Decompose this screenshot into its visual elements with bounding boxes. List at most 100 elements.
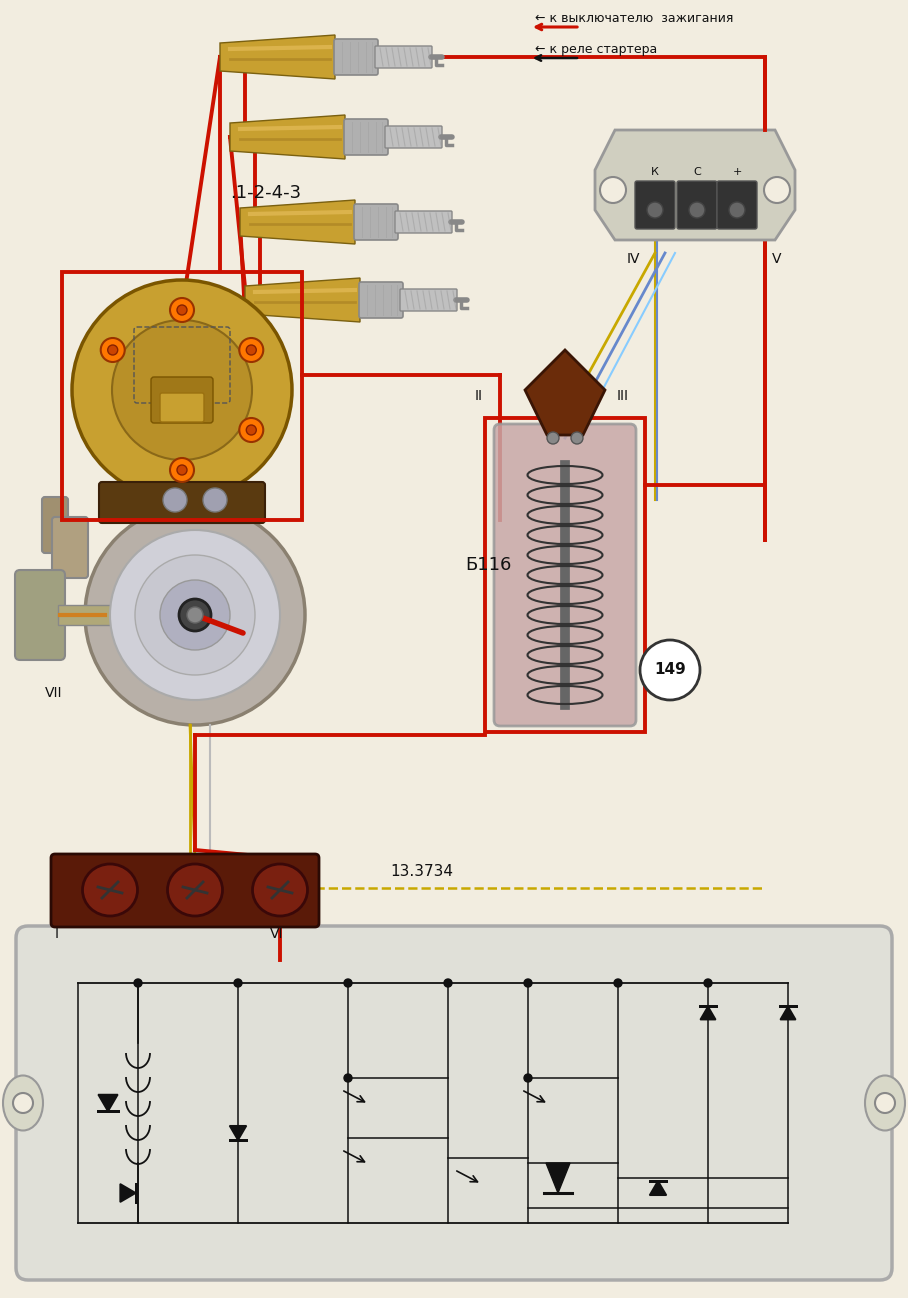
Circle shape (444, 979, 452, 986)
Circle shape (344, 1073, 352, 1083)
Circle shape (177, 465, 187, 475)
Bar (62, 273, 302, 520)
Bar (545, 1073, 601, 1083)
Polygon shape (525, 350, 605, 435)
Polygon shape (780, 1006, 795, 1020)
Bar (58, 605, 113, 626)
Circle shape (524, 979, 532, 986)
Ellipse shape (252, 864, 308, 916)
Polygon shape (649, 1181, 666, 1195)
Ellipse shape (83, 864, 137, 916)
Bar (611, 988, 625, 1012)
FancyBboxPatch shape (334, 39, 378, 75)
Circle shape (135, 556, 255, 675)
Circle shape (704, 979, 712, 986)
Ellipse shape (865, 1076, 905, 1131)
Circle shape (187, 607, 203, 623)
Circle shape (344, 979, 352, 986)
Bar (441, 988, 455, 1012)
Circle shape (13, 1093, 33, 1112)
Circle shape (600, 177, 626, 202)
Polygon shape (595, 130, 795, 240)
FancyBboxPatch shape (375, 45, 432, 67)
Circle shape (72, 280, 292, 500)
FancyBboxPatch shape (151, 376, 213, 423)
Circle shape (524, 1073, 532, 1083)
Bar (485, 418, 645, 732)
Text: VII: VII (45, 687, 63, 700)
Bar (701, 1031, 715, 1070)
Circle shape (177, 305, 187, 315)
Circle shape (112, 321, 252, 459)
Circle shape (163, 488, 187, 511)
FancyBboxPatch shape (99, 482, 265, 523)
Text: ← к выключателю  зажигания: ← к выключателю зажигания (535, 12, 734, 25)
Polygon shape (700, 1006, 716, 1020)
Circle shape (240, 337, 263, 362)
Polygon shape (546, 1163, 570, 1193)
FancyBboxPatch shape (494, 424, 636, 726)
Polygon shape (98, 1094, 118, 1111)
Bar (551, 1208, 565, 1233)
Bar (367, 1073, 429, 1083)
FancyBboxPatch shape (395, 212, 452, 234)
Text: V: V (772, 252, 782, 266)
FancyBboxPatch shape (635, 180, 675, 228)
FancyBboxPatch shape (51, 854, 319, 927)
Circle shape (170, 458, 194, 482)
Circle shape (647, 202, 663, 218)
Circle shape (875, 1093, 895, 1112)
FancyBboxPatch shape (160, 393, 204, 422)
Circle shape (614, 979, 622, 986)
Polygon shape (230, 116, 345, 158)
Circle shape (547, 432, 559, 444)
Circle shape (108, 345, 118, 354)
FancyBboxPatch shape (52, 517, 88, 578)
Text: ← к реле стартера: ← к реле стартера (535, 43, 657, 56)
FancyBboxPatch shape (42, 497, 68, 553)
Circle shape (764, 177, 790, 202)
Circle shape (246, 424, 256, 435)
Bar (341, 988, 355, 1012)
Circle shape (234, 979, 242, 986)
FancyBboxPatch shape (677, 180, 717, 228)
Text: .1-2-4-3: .1-2-4-3 (230, 184, 301, 202)
FancyBboxPatch shape (359, 282, 403, 318)
Polygon shape (230, 1125, 246, 1140)
Polygon shape (120, 1184, 136, 1202)
Polygon shape (220, 35, 335, 79)
FancyBboxPatch shape (354, 204, 398, 240)
Circle shape (571, 432, 583, 444)
Text: К: К (651, 167, 659, 177)
Text: +: + (733, 167, 742, 177)
FancyBboxPatch shape (385, 126, 442, 148)
Circle shape (246, 345, 256, 354)
Circle shape (101, 337, 124, 362)
FancyBboxPatch shape (137, 487, 253, 523)
Circle shape (240, 418, 263, 443)
Circle shape (170, 299, 194, 322)
Circle shape (729, 202, 745, 218)
Text: IV: IV (627, 252, 640, 266)
Text: VI: VI (270, 927, 283, 941)
Circle shape (203, 488, 227, 511)
Polygon shape (245, 278, 360, 322)
Circle shape (160, 580, 230, 650)
Ellipse shape (167, 864, 222, 916)
Text: II: II (475, 389, 483, 402)
Text: 149: 149 (654, 662, 686, 678)
Circle shape (134, 979, 142, 986)
Text: I: I (55, 927, 59, 941)
FancyBboxPatch shape (15, 570, 65, 659)
Ellipse shape (3, 1076, 43, 1131)
Bar (558, 1234, 607, 1243)
Text: C: C (693, 167, 701, 177)
FancyBboxPatch shape (16, 925, 892, 1280)
Text: III: III (617, 389, 629, 402)
Circle shape (179, 598, 211, 631)
Text: 13.3734: 13.3734 (390, 864, 453, 879)
Bar (611, 1031, 625, 1070)
FancyBboxPatch shape (344, 119, 388, 154)
Polygon shape (240, 200, 355, 244)
Bar (636, 1205, 696, 1214)
